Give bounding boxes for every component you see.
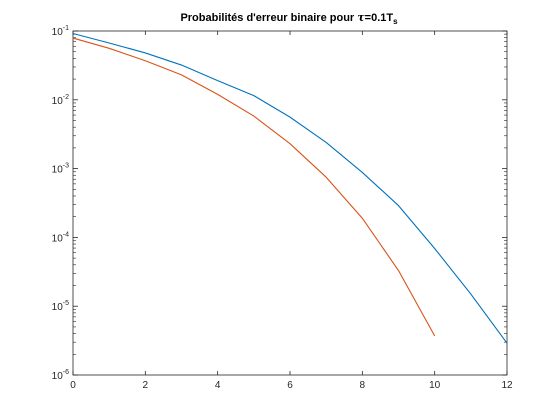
y-tick-label: 10-3 (52, 163, 69, 176)
y-tick-label: 10-6 (52, 369, 69, 382)
chart-title: Probabilités d'erreur binaire pour τ=0.1… (180, 11, 398, 26)
plot-area: 0 2 4 6 8 10 12 10-6 10-5 10-4 10-3 10-2 10-1 (52, 25, 513, 391)
y-tick-label: 10-5 (52, 300, 69, 313)
series-line-1 (72, 32, 508, 344)
chart-title-prefix: Probabilités d'erreur binaire pour (180, 12, 357, 24)
x-tick-label: 2 (143, 380, 149, 391)
x-tick-label: 0 (70, 380, 76, 391)
chart-title-tau: τ (357, 11, 365, 24)
axes-box (72, 30, 508, 376)
y-tick-label: 10-2 (52, 94, 69, 107)
x-tick-label: 6 (287, 380, 293, 391)
x-tick-label: 4 (215, 380, 221, 391)
x-tick-label: 8 (360, 380, 366, 391)
chart-title-sub: s (393, 17, 398, 26)
chart-title-mid: =0.1T (365, 12, 394, 24)
y-tick-label: 10-1 (52, 25, 69, 38)
y-tick-label: 10-4 (52, 231, 69, 244)
x-tick-label: 10 (429, 380, 441, 391)
series-line-2 (72, 37, 436, 337)
x-tick-label: 12 (501, 380, 513, 391)
